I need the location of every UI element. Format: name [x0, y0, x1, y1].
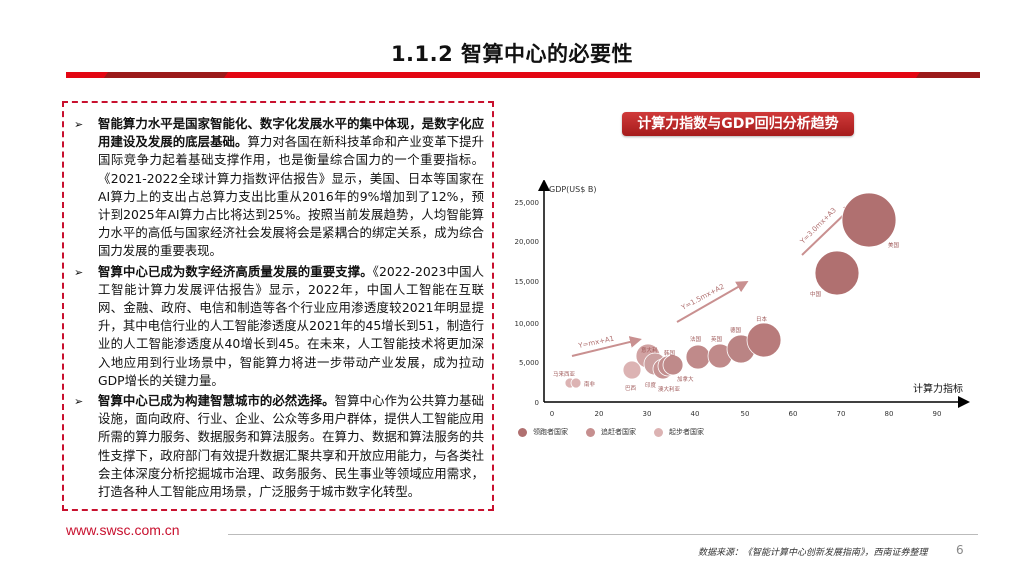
svg-text:20,000: 20,000 — [515, 238, 540, 246]
bullet-arrow-icon: ➢ — [74, 118, 84, 131]
svg-text:30: 30 — [643, 410, 652, 418]
bullet-arrow-icon: ➢ — [74, 395, 84, 409]
chart-title: 计算力指数与GDP回归分析趋势 — [622, 112, 854, 136]
svg-text:马来西亚: 马来西亚 — [553, 370, 576, 378]
legend-dot-icon — [586, 427, 595, 437]
trend-line-1 — [571, 336, 642, 357]
bullet-item: ➢ 智能算力水平是国家智能化、数字化发展水平的集中体现，是数字化应用建设及发展的… — [74, 115, 484, 261]
svg-text:5,000: 5,000 — [519, 359, 539, 367]
bubble-chart: GDP(US$ B) 计算力指标 25,000 20,000 15,000 10… — [515, 180, 970, 418]
bubble-labels: 马来西亚 南非 巴西 意大利 印度 澳大利亚 韩国 加拿大 法国 英国 德国 日… — [553, 241, 900, 393]
svg-text:70: 70 — [837, 410, 846, 418]
svg-text:80: 80 — [885, 410, 894, 418]
bullet-arrow-icon: ➢ — [74, 265, 84, 279]
bullet-body: 《2022-2023中国人工智能计算力发展评估报告》显示，2022年，中国人工智… — [98, 263, 485, 388]
bullet-item: ➢ 智算中心已成为构建智慧城市的必然选择。智算中心作为公共算力基础设施，面向政府… — [74, 392, 484, 501]
x-ticks: 0 20 30 40 50 60 70 80 90 — [550, 410, 942, 418]
svg-text:0: 0 — [550, 410, 554, 418]
bullet-heading: 智算中心已成为数字经济高质量发展的重要支撑。 — [98, 263, 373, 279]
svg-text:90: 90 — [933, 410, 942, 418]
svg-text:50: 50 — [741, 410, 750, 418]
page-number: 6 — [956, 543, 964, 557]
trend-line-2 — [676, 281, 749, 323]
legend-item: 追赶者国家 — [586, 427, 636, 437]
bubbles — [564, 192, 897, 389]
legend-dot-icon — [654, 427, 663, 437]
footer-url-link[interactable]: www.swsc.com.cn — [66, 522, 180, 538]
bullet-heading: 智算中心已成为构建智慧城市的必然选择。 — [98, 393, 335, 409]
svg-text:意大利: 意大利 — [641, 346, 658, 354]
svg-text:南非: 南非 — [584, 380, 596, 388]
svg-text:0: 0 — [535, 399, 539, 407]
svg-text:德国: 德国 — [730, 326, 742, 334]
footer-source: 数据来源：《智能计算中心创新发展指南》，西南证券整理 — [698, 548, 928, 558]
svg-text:15,000: 15,000 — [515, 278, 540, 286]
bullet-body: 智算中心作为公共算力基础设施，面向政府、行业、企业、公众等多用户群体，提供人工智… — [98, 393, 485, 500]
svg-text:加拿大: 加拿大 — [677, 375, 694, 383]
svg-text:美国: 美国 — [888, 241, 900, 249]
legend-item: 领跑者国家 — [518, 427, 568, 437]
svg-text:巴西: 巴西 — [625, 385, 637, 392]
legend-item: 起步者国家 — [654, 427, 704, 437]
footer-divider — [228, 534, 978, 535]
legend-dot-icon — [518, 427, 527, 437]
svg-text:20: 20 — [595, 410, 604, 418]
title-underline — [66, 72, 980, 78]
svg-text:10,000: 10,000 — [515, 320, 540, 328]
svg-text:韩国: 韩国 — [664, 349, 676, 357]
y-axis-label: GDP(US$ B) — [549, 185, 596, 194]
svg-text:澳大利亚: 澳大利亚 — [658, 385, 681, 393]
chart-legend: 领跑者国家 追赶者国家 起步者国家 — [518, 427, 704, 437]
text-panel: ➢ 智能算力水平是国家智能化、数字化发展水平的集中体现，是数字化应用建设及发展的… — [62, 101, 494, 511]
svg-text:英国: 英国 — [711, 335, 723, 343]
x-axis-label: 计算力指标 — [913, 382, 963, 395]
svg-text:法国: 法国 — [690, 335, 702, 343]
svg-text:中国: 中国 — [810, 290, 822, 298]
svg-text:25,000: 25,000 — [515, 199, 540, 207]
bullet-item: ➢ 智算中心已成为数字经济高质量发展的重要支撑。《2022-2023中国人工智能… — [74, 263, 484, 390]
svg-text:60: 60 — [789, 410, 798, 418]
svg-text:日本: 日本 — [756, 315, 768, 323]
bullet-body: 算力对各国在新科技革命和产业变革下提升国际竞争力起着基础支撑作用，也是衡量综合国… — [98, 134, 485, 259]
svg-text:40: 40 — [691, 410, 700, 418]
y-ticks: 25,000 20,000 15,000 10,000 5,000 0 — [515, 199, 540, 407]
page-title: 1.1.2 智算中心的必要性 — [390, 42, 634, 66]
svg-text:印度: 印度 — [645, 381, 657, 389]
bullet-heading: 智能算力水平是国家智能化、数字化发展水平的集中体现，是数字化应用建设及发展的底层… — [98, 116, 484, 150]
